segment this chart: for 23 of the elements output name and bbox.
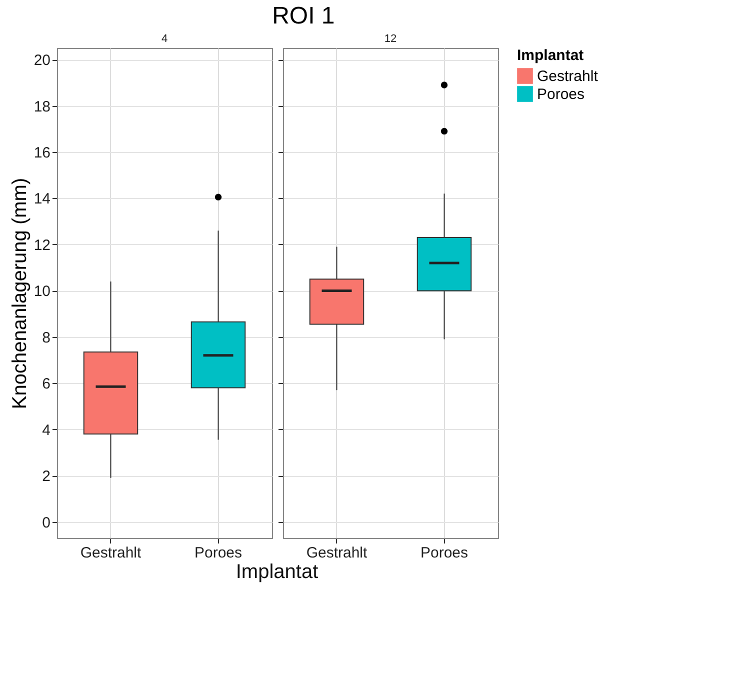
legend-label: Gestrahlt [537, 68, 599, 85]
x-tick-label: Gestrahlt [80, 544, 142, 562]
y-axis-title: Knochenanlagerung (mm) [8, 178, 31, 410]
y-tick-label: 0 [42, 514, 50, 532]
x-tick-label: Poroes [194, 544, 242, 562]
chart-subtitle: 12 [384, 33, 397, 45]
y-tick-label: 14 [34, 190, 50, 208]
chart-subtitle: 4 [161, 33, 168, 45]
legend-title: Implantat [517, 47, 584, 64]
y-tick-label: 16 [34, 144, 50, 162]
y-tick-label: 8 [42, 329, 50, 346]
y-tick-label: 10 [34, 283, 50, 300]
legend-label: Poroes [537, 86, 585, 103]
y-tick-label: 20 [34, 52, 50, 70]
y-tick-label: 4 [42, 422, 50, 439]
y-tick-label: 12 [34, 236, 50, 254]
x-tick-label: Poroes [420, 544, 468, 562]
y-tick-label: 18 [34, 98, 50, 116]
chart-title: ROI 1 [272, 2, 335, 30]
y-tick-label: 2 [42, 468, 50, 486]
y-tick-label: 6 [42, 376, 50, 393]
x-axis-title: Implantat [236, 561, 319, 583]
x-tick-label: Gestrahlt [306, 544, 368, 562]
